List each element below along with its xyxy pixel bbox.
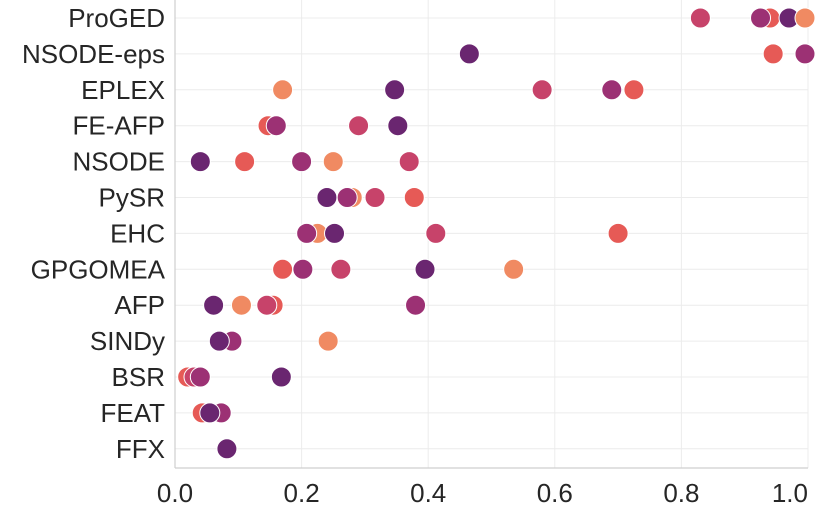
data-point [316,187,338,208]
y-tick-label: NSODE-eps [22,39,165,69]
data-point [324,222,346,244]
data-point [458,43,480,65]
x-tick-labels: 0.0 0.2 0.4 0.6 0.8 1.0 [157,478,808,507]
x-tick-label: 0.2 [284,478,320,507]
data-point [203,294,225,316]
y-tick-label: SINDy [90,326,165,356]
data-point [348,115,370,137]
data-point [265,115,287,137]
data-point [405,294,427,316]
data-point [330,258,352,280]
data-point [292,258,314,280]
data-point [398,151,420,173]
data-point [601,79,623,101]
data-point [750,7,772,29]
data-point [189,151,211,173]
data-point [794,43,816,65]
y-tick-label: FFX [116,434,165,464]
data-points [177,7,816,460]
y-tick-label: ProGED [68,3,165,33]
data-point [270,366,292,388]
data-point [364,187,386,208]
data-point [689,7,711,29]
y-tick-label: FE-AFP [73,111,165,141]
data-point [256,294,278,316]
data-point [317,330,339,352]
data-point [189,366,211,388]
data-point [403,187,425,208]
data-point [208,330,230,352]
data-point [199,402,221,424]
x-tick-label: 0.4 [410,478,446,507]
data-point [414,258,436,280]
x-tick-label: 0.6 [537,478,573,507]
x-tick-label: 0.0 [157,478,193,507]
data-point [425,222,447,244]
data-point [623,79,645,101]
data-point [322,151,344,173]
y-tick-label: GPGOMEA [31,254,166,284]
data-point [762,43,784,65]
data-point [607,222,629,244]
data-point [272,79,294,101]
y-tick-label: BSR [112,362,165,392]
x-tick-label: 1.0 [772,478,808,507]
axis-layer [174,0,808,469]
data-point [291,151,313,173]
y-tick-label: EPLEX [81,75,165,105]
y-tick-label: PySR [99,183,165,213]
data-point [531,79,553,101]
data-point [296,222,318,244]
grid-layer [174,0,809,468]
data-point [503,258,525,280]
y-tick-labels: ProGED NSODE-eps EPLEX FE-AFP NSODE PySR EHC GP… [22,3,166,464]
data-point [387,115,409,137]
data-point [234,151,256,173]
y-tick-label: NSODE [73,147,165,177]
y-tick-label: AFP [114,290,165,320]
y-tick-label: FEAT [100,398,165,428]
x-tick-label: 0.8 [663,478,699,507]
data-point [794,7,816,29]
data-point [216,438,238,460]
data-point [272,258,294,280]
data-point [336,187,358,208]
data-point [230,294,252,316]
data-point [384,79,406,101]
y-tick-label: EHC [110,218,165,248]
